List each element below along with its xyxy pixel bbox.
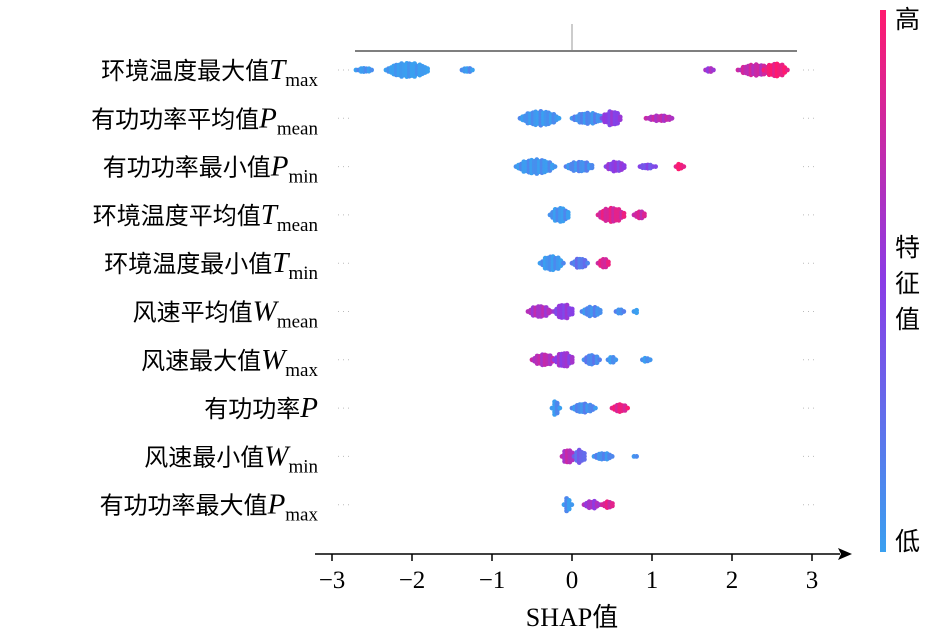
x-axis-label: SHAP值: [526, 603, 618, 632]
shap-point: [566, 506, 572, 512]
x-tick-label: 2: [726, 567, 739, 594]
shap-point: [653, 164, 658, 170]
shap-point: [569, 502, 575, 508]
feature-row: [338, 302, 817, 321]
colorbar: 高 特征值 低: [880, 5, 920, 556]
shap-point: [556, 115, 562, 121]
shap-point: [565, 215, 571, 220]
shap-point: [625, 405, 630, 411]
shap-point: [642, 213, 647, 219]
shap-point: [634, 454, 639, 459]
feature-label: 环境温度最小值Tmin: [104, 247, 318, 284]
x-axis-arrow-icon: [838, 548, 852, 560]
shap-point: [582, 457, 587, 462]
feature-label: 风速最小值Wmin: [144, 440, 318, 477]
feature-row: [338, 351, 817, 369]
feature-row: [338, 61, 817, 79]
shap-point: [561, 260, 566, 266]
feature-label: 风速平均值Wmean: [133, 296, 319, 333]
shap-point: [785, 67, 790, 73]
feature-label: 有功功率平均值Pmean: [91, 102, 318, 139]
shap-point: [647, 357, 653, 363]
x-axis: −3 −2 −1 0 1 2 3 SHAP值: [315, 548, 852, 632]
feature-row: [338, 496, 817, 514]
x-tick-label: 0: [566, 567, 579, 594]
x-tick-label: −1: [479, 567, 506, 594]
feature-label: 有功功率最小值Pmin: [103, 151, 319, 188]
shap-point: [569, 359, 575, 365]
shap-point: [711, 67, 716, 73]
feature-row: [338, 109, 817, 128]
shap-point: [557, 405, 563, 411]
x-tick-label: −3: [319, 567, 346, 594]
shap-point: [554, 410, 560, 416]
feature-row: [338, 254, 817, 273]
feature-row: [338, 205, 817, 224]
x-tick-label: 1: [646, 567, 659, 594]
colorbar-high-label: 高: [895, 5, 920, 34]
shap-point: [597, 357, 602, 363]
shap-point: [470, 67, 475, 73]
shap-point: [634, 310, 639, 316]
feature-rows: [338, 61, 817, 514]
shap-point: [609, 454, 615, 459]
feature-row: [338, 447, 817, 465]
shap-point: [569, 311, 575, 317]
shap-point: [425, 68, 430, 74]
feature-labels: 环境温度最大值Tmax 有功功率平均值Pmean 有功功率最小值Pmin 环境温度平均…: [91, 54, 318, 526]
shap-point: [564, 315, 570, 321]
x-tick-label: 3: [806, 567, 819, 594]
shap-point: [597, 310, 603, 316]
colorbar-low-label: 低: [895, 527, 920, 556]
feature-label: 有功功率最大值Pmax: [100, 489, 319, 526]
shap-point: [615, 120, 620, 126]
colorbar-gradient: [880, 10, 886, 552]
shap-point: [589, 165, 595, 171]
feature-label: 环境温度最大值Tmax: [101, 54, 318, 91]
feature-row: [338, 399, 817, 417]
shap-point: [621, 165, 627, 171]
shap-point: [669, 115, 675, 121]
shap-point: [369, 67, 374, 73]
shap-point: [621, 214, 627, 219]
feature-label: 环境温度平均值Tmean: [93, 199, 319, 236]
shap-point: [617, 117, 623, 123]
shap-point: [613, 357, 619, 363]
shap-point: [610, 503, 615, 509]
feature-row: [338, 157, 817, 176]
shap-point: [552, 164, 558, 170]
x-tick-label: −2: [399, 567, 426, 594]
shap-point: [681, 164, 687, 170]
shap-point: [621, 309, 627, 314]
shap-point: [606, 262, 611, 267]
feature-label: 风速最大值Wmax: [141, 344, 318, 381]
colorbar-mid-label: 特征值: [895, 233, 920, 334]
shap-point: [585, 260, 590, 266]
shap-point: [593, 405, 598, 411]
feature-label: 有功功率P: [204, 392, 318, 424]
